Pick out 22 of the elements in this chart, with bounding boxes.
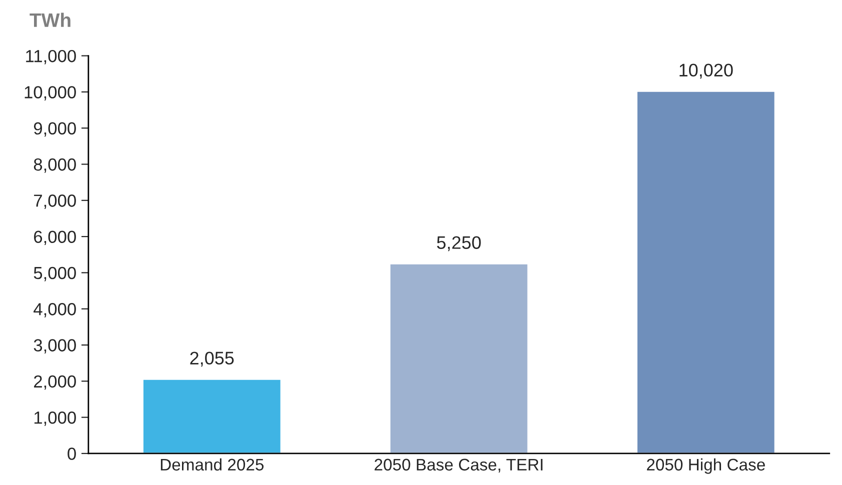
y-tick-label: 9,000 <box>34 122 76 137</box>
y-tick-label: 4,000 <box>34 303 76 318</box>
data-label: 10,020 <box>680 64 733 79</box>
y-tick-label: 10,000 <box>24 86 76 100</box>
bar <box>636 90 776 454</box>
y-tick-label: 1,000 <box>34 411 76 426</box>
bar <box>142 378 282 454</box>
y-tick-label: 3,000 <box>34 339 76 354</box>
y-tick-label: 11,000 <box>26 50 76 64</box>
bar <box>389 262 529 454</box>
y-tick-label: 7,000 <box>34 194 76 209</box>
y-tick-label: 2,000 <box>34 375 76 390</box>
data-label: 2,055 <box>190 352 234 367</box>
y-axis-title: TWh <box>30 12 70 27</box>
data-label: 5,250 <box>437 236 481 252</box>
x-tick-label: 2050 Base Case, TERI <box>374 458 542 473</box>
x-tick-label: Demand 2025 <box>160 458 264 471</box>
y-tick-label: 6,000 <box>34 230 76 246</box>
y-tick-label: 5,000 <box>34 266 76 282</box>
x-tick-label: 2050 High Case <box>646 458 765 474</box>
y-tick-label: 0 <box>68 448 76 460</box>
y-tick-label: 8,000 <box>34 158 76 173</box>
